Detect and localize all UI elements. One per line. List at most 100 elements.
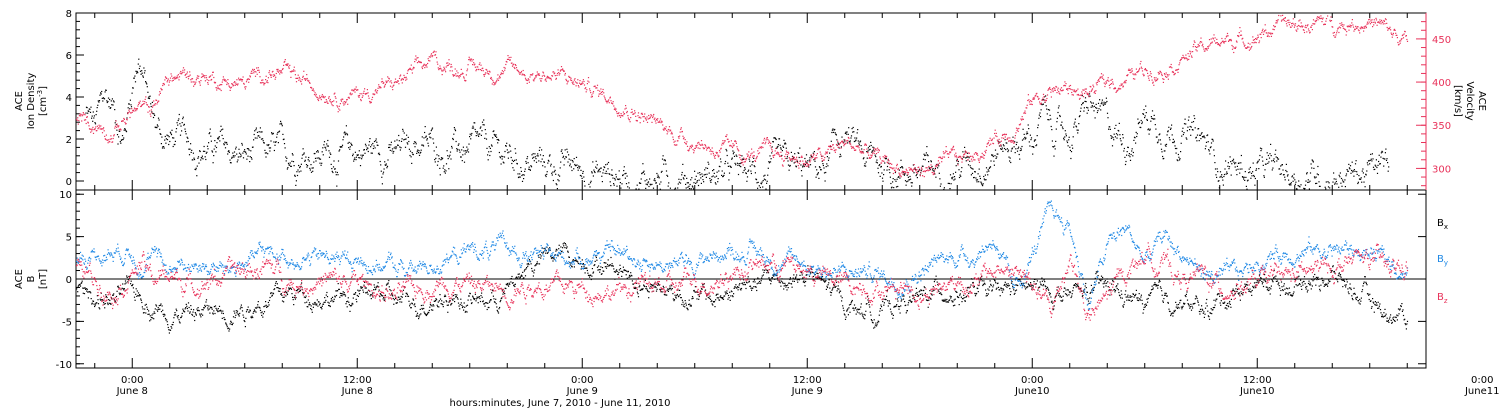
velocity-series-point — [544, 76, 545, 77]
ion-density-series-point — [1300, 184, 1301, 185]
velocity-series-point — [1273, 25, 1274, 26]
velocity-series-point — [95, 126, 96, 127]
velocity-series-point — [492, 83, 493, 84]
ion-density-series-point — [1086, 107, 1087, 108]
velocity-series-point — [86, 123, 87, 124]
velocity-series-point — [800, 161, 801, 162]
velocity-series-point — [739, 157, 740, 158]
velocity-series-point — [574, 80, 575, 81]
velocity-series-point — [1120, 88, 1121, 89]
ion-density-series-point — [1369, 163, 1370, 164]
ion-density-series-point — [636, 188, 637, 189]
ion-density-series-point — [1101, 103, 1102, 104]
ion-density-series-point — [924, 154, 925, 155]
ion-density-series-point — [604, 167, 605, 168]
velocity-series-point — [126, 123, 127, 124]
velocity-series-point — [944, 157, 945, 158]
ion-density-series-point — [301, 164, 302, 165]
velocity-series-point — [1389, 28, 1390, 29]
velocity-series-point — [975, 152, 976, 153]
velocity-series-point — [307, 78, 308, 79]
ion-density-series-point — [330, 152, 331, 153]
velocity-series-point — [280, 70, 281, 71]
velocity-series-point — [995, 135, 996, 136]
ion-density-series-point — [610, 181, 611, 182]
velocity-series-point — [360, 99, 361, 100]
velocity-series-point — [1155, 77, 1156, 78]
velocity-series-point — [675, 141, 676, 142]
ion-density-series-point — [271, 132, 272, 133]
velocity-series-point — [1333, 35, 1334, 36]
velocity-series-point — [1321, 21, 1322, 22]
velocity-series-point — [1091, 90, 1092, 91]
ion-density-series-point — [237, 161, 238, 162]
ion-density-series-point — [1108, 129, 1109, 130]
velocity-series-point — [173, 77, 174, 78]
ion-density-series-point — [753, 161, 754, 162]
ion-density-series-point — [149, 98, 150, 99]
ion-density-series-point — [551, 173, 552, 174]
velocity-series-point — [261, 82, 262, 83]
velocity-series-point — [371, 99, 372, 100]
ion-density-series-point — [708, 164, 709, 165]
b-bx-series-point — [107, 303, 108, 304]
velocity-series-point — [114, 128, 115, 129]
ion-density-series-point — [493, 130, 494, 131]
ion-density-series-point — [1115, 125, 1116, 126]
velocity-series-point — [124, 119, 125, 120]
ion-density-series-point — [881, 166, 882, 167]
ion-density-series-point — [541, 149, 542, 150]
ion-density-series-point — [1095, 107, 1096, 108]
ion-density-series-point — [877, 162, 878, 163]
ion-density-series-point — [548, 161, 549, 162]
velocity-series-point — [147, 112, 148, 113]
velocity-series-point — [1377, 25, 1378, 26]
velocity-series-point — [786, 151, 787, 152]
ion-density-series-point — [1097, 110, 1098, 111]
velocity-series-point — [646, 120, 647, 121]
velocity-series-point — [491, 77, 492, 78]
velocity-series-point — [1383, 23, 1384, 24]
velocity-series-point — [974, 159, 975, 160]
ion-density-series-point — [207, 148, 208, 149]
ion-density-series-point — [957, 163, 958, 164]
ion-density-series-point — [1003, 145, 1004, 146]
velocity-series-point — [347, 99, 348, 100]
ion-density-series-point — [292, 153, 293, 154]
velocity-series-point — [1262, 30, 1263, 31]
velocity-series-point — [298, 75, 299, 76]
velocity-series-point — [1242, 38, 1243, 39]
velocity-series-point — [162, 89, 163, 90]
velocity-series-point — [774, 154, 775, 155]
velocity-series-point — [640, 122, 641, 123]
ion-density-series-point — [840, 156, 841, 157]
velocity-series-point — [553, 71, 554, 72]
ion-density-series-point — [1117, 134, 1118, 135]
ion-density-series-point — [988, 169, 989, 170]
ion-density-series-point — [461, 149, 462, 150]
ion-density-series-point — [731, 159, 732, 160]
velocity-series-point — [1334, 32, 1335, 33]
velocity-series-point — [266, 76, 267, 77]
ion-density-series-point — [1242, 177, 1243, 178]
velocity-series-point — [1038, 98, 1039, 99]
ion-density-series-point — [816, 177, 817, 178]
ion-density-series-point — [1122, 134, 1123, 135]
ion-density-series-point — [506, 143, 507, 144]
ion-density-series-point — [925, 155, 926, 156]
ion-density-series-point — [1161, 151, 1162, 152]
ion-density-series-point — [1256, 168, 1257, 169]
ion-density-series-point — [1276, 160, 1277, 161]
velocity-series-point — [696, 147, 697, 148]
velocity-series-point — [124, 122, 125, 123]
ion-density-series-point — [325, 147, 326, 148]
velocity-series-point — [932, 172, 933, 173]
velocity-series-point — [1140, 63, 1141, 64]
velocity-series-point — [192, 78, 193, 79]
ion-density-series-point — [1380, 163, 1381, 164]
ion-density-series-point — [1150, 129, 1151, 130]
velocity-series-point — [709, 151, 710, 152]
velocity-series-point — [945, 152, 946, 153]
ion-density-series-point — [137, 72, 138, 73]
velocity-series-point — [442, 74, 443, 75]
